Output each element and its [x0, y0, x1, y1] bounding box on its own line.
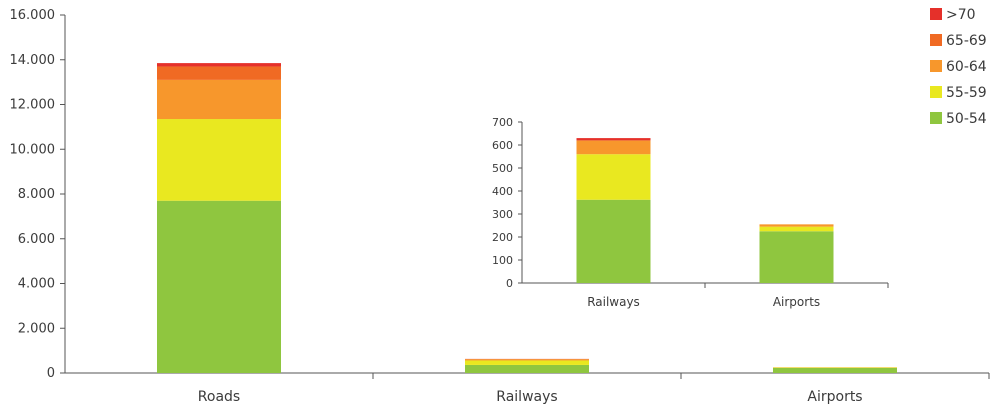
main-y-tick-label: 0: [47, 366, 55, 381]
inset-bar-airports-55-59: [759, 226, 834, 232]
inset-y-tick-label: 200: [492, 231, 513, 244]
legend-swatch-70: [930, 8, 942, 20]
inset-y-tick-label: 600: [492, 139, 513, 152]
bar-railways-60-64: [465, 359, 589, 361]
bar-roads-60-64: [157, 79, 281, 120]
main-x-category-label: Airports: [807, 389, 862, 405]
main-x-category-label: Railways: [496, 389, 557, 405]
legend-swatch-50-54: [930, 112, 942, 124]
legend-label-65-69: 65-69: [946, 33, 987, 49]
main-y-tick-label: 2.000: [18, 321, 55, 336]
inset-bar-railways-70: [576, 138, 651, 141]
inset-y-tick-label: 300: [492, 208, 513, 221]
bar-airports-50-54: [773, 367, 897, 373]
main-x-category-label: Roads: [198, 389, 240, 405]
inset-y-tick-label: 0: [506, 277, 513, 290]
legend-swatch-55-59: [930, 86, 942, 98]
inset-y-tick-label: 100: [492, 254, 513, 267]
bar-roads-65-69: [157, 66, 281, 80]
inset-bar-railways-60-64: [576, 140, 651, 155]
main-y-tick-label: 10.000: [10, 142, 56, 157]
bar-railways-55-59: [465, 360, 589, 365]
inset-bar-railways-55-59: [576, 154, 651, 200]
legend-label-55-59: 55-59: [946, 85, 987, 101]
legend-label-70: >70: [946, 7, 976, 23]
main-y-tick-label: 6.000: [18, 232, 55, 247]
main-y-tick-label: 12.000: [10, 98, 56, 113]
main-y-tick-label: 16.000: [10, 8, 56, 23]
inset-y-tick-label: 500: [492, 162, 513, 175]
inset-bar-airports-50-54: [759, 231, 834, 283]
legend-label-50-54: 50-54: [946, 111, 987, 127]
legend-swatch-60-64: [930, 60, 942, 72]
inset-bar-railways-50-54: [576, 199, 651, 283]
main-y-tick-label: 14.000: [10, 53, 56, 68]
inset-bar-airports-60-64: [759, 224, 834, 227]
main-y-tick-label: 8.000: [18, 187, 55, 202]
bar-roads-50-54: [157, 200, 281, 373]
legend-label-60-64: 60-64: [946, 59, 987, 75]
bar-railways-50-54: [465, 364, 589, 373]
bar-roads-70: [157, 63, 281, 67]
inset-y-tick-label: 700: [492, 116, 513, 129]
bar-roads-55-59: [157, 119, 281, 201]
legend-swatch-65-69: [930, 34, 942, 46]
main-y-tick-label: 4.000: [18, 277, 55, 292]
inset-x-category-label: Airports: [773, 295, 820, 309]
inset-x-category-label: Railways: [587, 295, 640, 309]
inset-y-tick-label: 400: [492, 185, 513, 198]
